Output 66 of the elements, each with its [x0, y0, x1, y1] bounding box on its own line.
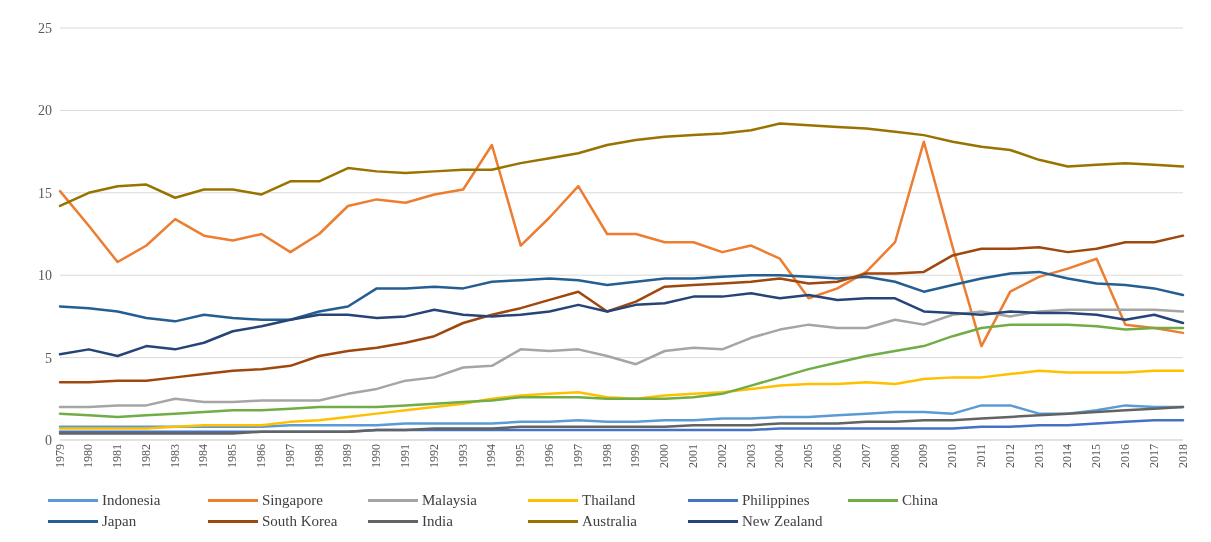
x-tick-label: 2010	[945, 444, 960, 468]
x-tick-label: 2014	[1060, 444, 1075, 468]
x-tick-label: 1994	[484, 444, 499, 468]
x-tick-label: 2006	[829, 444, 844, 468]
x-tick-label: 2001	[686, 444, 701, 468]
y-tick-label: 10	[38, 268, 52, 284]
x-tick-label: 2003	[743, 444, 758, 468]
legend-label: Japan	[102, 513, 137, 530]
x-tick-label: 1991	[398, 444, 413, 468]
legend-label: Philippines	[742, 492, 810, 509]
x-tick-label: 1995	[513, 444, 528, 468]
x-tick-label: 1992	[426, 444, 441, 468]
x-tick-label: 2009	[916, 444, 931, 468]
legend-label: India	[422, 513, 453, 530]
x-tick-label: 1998	[599, 444, 614, 468]
x-tick-label: 2007	[858, 444, 873, 468]
legend-label: New Zealand	[742, 513, 823, 530]
legend-label: Thailand	[582, 492, 636, 509]
legend-label: Singapore	[262, 492, 323, 509]
x-tick-label: 1982	[138, 444, 153, 468]
x-tick-label: 1988	[311, 444, 326, 468]
x-tick-label: 2017	[1146, 444, 1161, 468]
x-tick-label: 1999	[628, 444, 643, 468]
x-tick-label: 2016	[1117, 444, 1132, 468]
y-tick-label: 0	[45, 432, 52, 448]
x-tick-label: 2012	[1002, 444, 1017, 468]
x-tick-label: 1985	[225, 444, 240, 468]
y-tick-label: 25	[38, 20, 52, 36]
line-series	[58, 140, 1185, 348]
legend-label: South Korea	[262, 513, 338, 530]
x-tick-label: 1986	[254, 444, 269, 468]
line-series	[58, 369, 1185, 430]
line-series	[58, 292, 1185, 358]
y-tick-label: 15	[38, 185, 52, 201]
legend-label: Indonesia	[102, 492, 161, 509]
x-tick-label: 2011	[973, 444, 988, 468]
x-tick-label: 1989	[340, 444, 355, 468]
x-tick-label: 1996	[542, 444, 557, 468]
line-series	[58, 308, 1185, 409]
x-tick-label: 1981	[110, 444, 125, 468]
y-tick-label: 5	[45, 350, 52, 366]
legend-label: Malaysia	[422, 492, 477, 509]
x-tick-label: 2008	[887, 444, 902, 468]
legend-label: Australia	[582, 513, 637, 530]
x-tick-label: 2013	[1031, 444, 1046, 468]
x-tick-label: 1993	[455, 444, 470, 468]
x-tick-label: 1990	[369, 444, 384, 468]
x-tick-label: 1997	[570, 444, 585, 468]
x-tick-label: 1980	[81, 444, 96, 468]
x-tick-label: 1984	[196, 444, 211, 468]
x-tick-label: 2000	[657, 444, 672, 468]
x-tick-label: 2005	[801, 444, 816, 468]
line-series	[58, 122, 1185, 208]
x-tick-label: 2004	[772, 444, 787, 468]
legend-label: China	[902, 492, 938, 509]
line-series	[58, 234, 1185, 384]
x-tick-label: 2018	[1175, 444, 1190, 468]
x-tick-label: 1987	[282, 444, 297, 468]
x-tick-label: 2002	[714, 444, 729, 468]
line-series	[58, 270, 1185, 323]
line-series	[58, 323, 1185, 419]
x-tick-label: 1983	[167, 444, 182, 468]
x-tick-label: 2015	[1089, 444, 1104, 468]
line-series	[58, 405, 1185, 435]
x-tick-label: 1979	[52, 444, 67, 468]
y-tick-label: 20	[38, 103, 52, 119]
